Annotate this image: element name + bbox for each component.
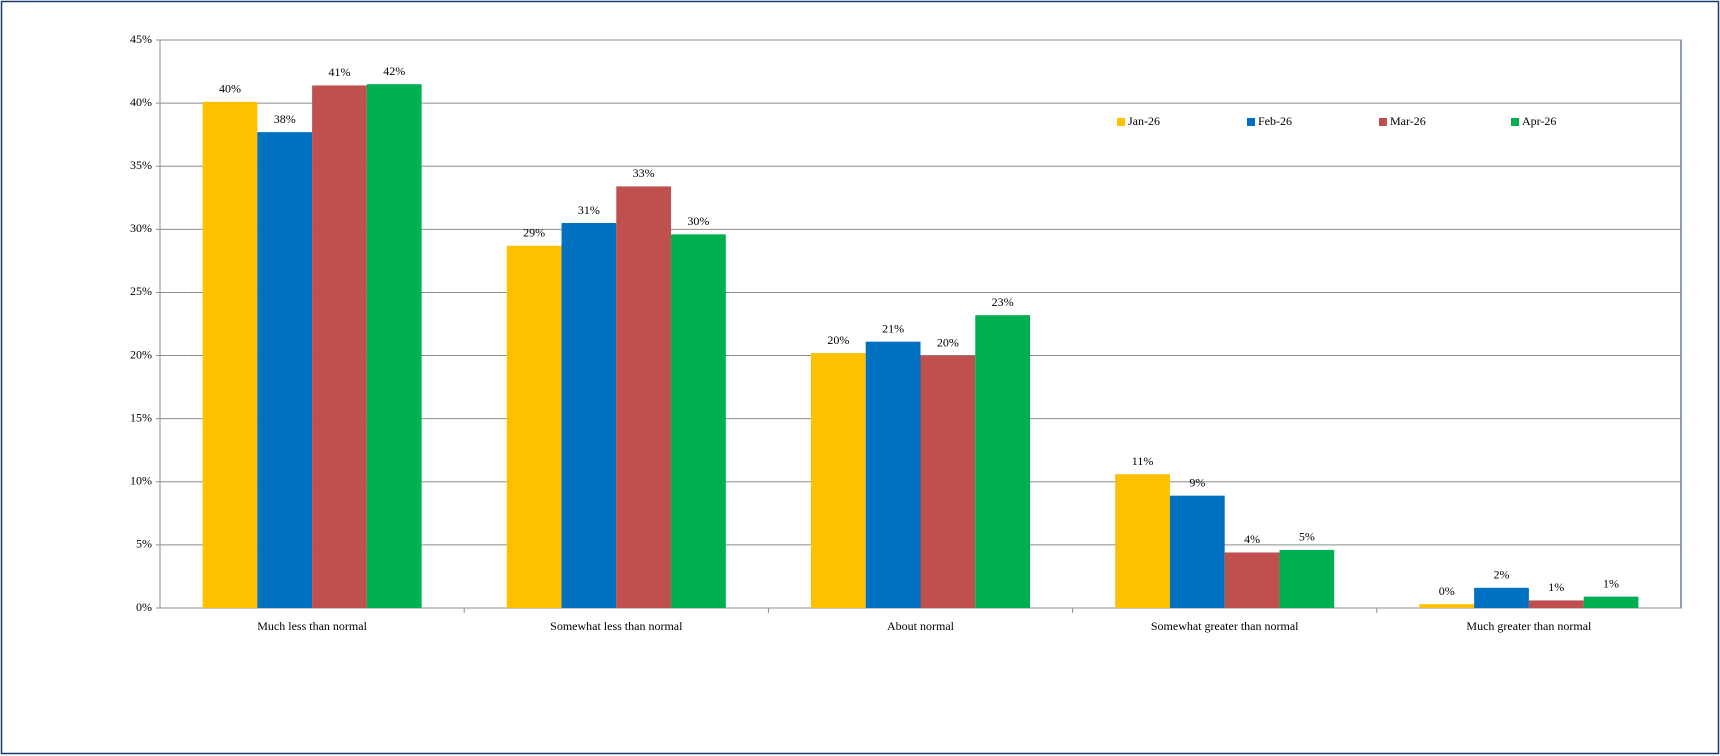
y-tick-label: 15%	[130, 410, 152, 424]
x-tick-label: Somewhat less than normal	[550, 619, 683, 633]
y-tick-label: 45%	[130, 32, 152, 46]
bar	[1474, 587, 1529, 608]
bar	[1224, 552, 1280, 608]
data-label: 11%	[1132, 454, 1154, 468]
x-tick-label: Somewhat greater than normal	[1151, 619, 1299, 633]
legend-label: Mar-26	[1390, 114, 1426, 128]
x-tick-label: Much greater than normal	[1466, 619, 1592, 633]
legend-swatch	[1117, 118, 1125, 126]
data-label: 40%	[219, 82, 241, 96]
data-label: 23%	[992, 295, 1014, 309]
bar	[1528, 600, 1584, 608]
bar	[865, 341, 921, 608]
y-tick-label: 10%	[130, 474, 152, 488]
bar	[1583, 596, 1639, 608]
bar	[257, 132, 313, 609]
y-tick-label: 25%	[130, 284, 152, 298]
legend-swatch	[1379, 118, 1387, 126]
data-label: 20%	[937, 335, 959, 349]
data-label: 9%	[1189, 475, 1205, 489]
x-tick-label: Much less than normal	[257, 619, 367, 633]
y-tick-label: 5%	[136, 537, 152, 551]
data-label: 29%	[523, 225, 545, 239]
data-label: 1%	[1603, 576, 1619, 590]
data-label: 5%	[1299, 530, 1315, 544]
bar	[920, 355, 976, 608]
data-label: 21%	[882, 321, 904, 335]
bar	[202, 101, 258, 609]
y-tick-label: 35%	[130, 158, 152, 172]
data-label: 2%	[1494, 568, 1510, 582]
bar	[506, 245, 562, 608]
bar	[671, 234, 726, 609]
bar	[312, 85, 367, 608]
y-tick-label: 0%	[136, 600, 152, 614]
bar	[810, 353, 866, 608]
data-label: 20%	[827, 333, 849, 347]
bar	[1419, 604, 1475, 608]
bar	[975, 315, 1031, 608]
bar	[1279, 549, 1335, 608]
data-label: 4%	[1244, 532, 1260, 546]
bar	[561, 223, 617, 608]
bar	[1115, 474, 1170, 608]
legend-label: Jan-26	[1128, 114, 1160, 128]
data-label: 0%	[1439, 584, 1455, 598]
y-tick-label: 20%	[130, 347, 152, 361]
legend-label: Apr-26	[1522, 114, 1556, 128]
legend-label: Feb-26	[1258, 114, 1292, 128]
bar	[1169, 495, 1225, 608]
y-tick-label: 30%	[130, 221, 152, 235]
data-label: 30%	[687, 214, 709, 228]
data-label: 1%	[1548, 580, 1564, 594]
legend-swatch	[1247, 118, 1255, 126]
legend-swatch	[1511, 118, 1519, 126]
data-label: 42%	[383, 64, 405, 78]
bar	[366, 84, 422, 608]
bar	[616, 186, 672, 608]
data-label: 31%	[578, 203, 600, 217]
x-tick-label: About normal	[887, 619, 955, 633]
data-label: 38%	[274, 112, 296, 126]
data-label: 41%	[328, 65, 350, 79]
data-label: 33%	[633, 166, 655, 180]
y-tick-label: 40%	[130, 95, 152, 109]
